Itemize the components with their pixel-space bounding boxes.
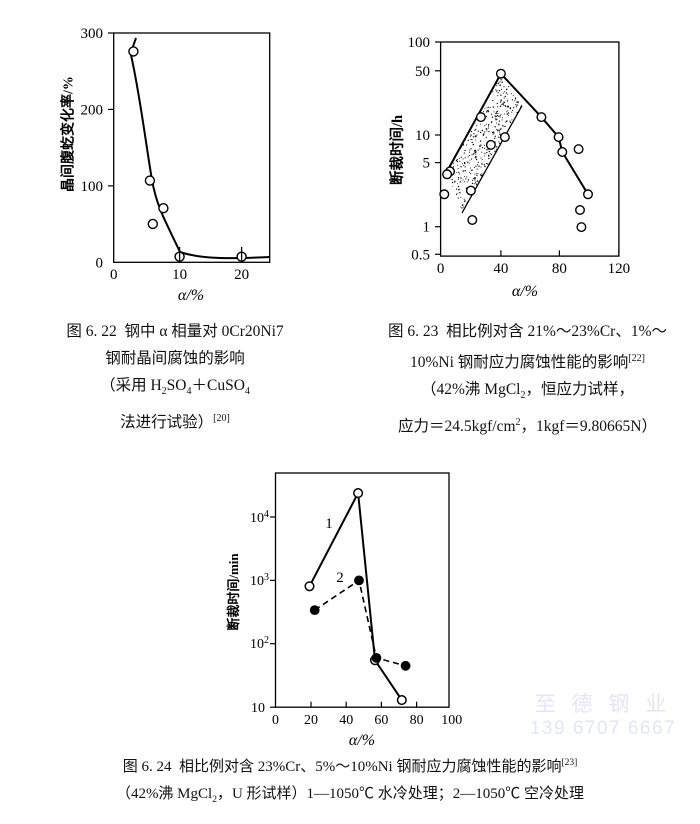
svg-text:断裁时间/h: 断裁时间/h	[388, 115, 406, 185]
svg-text:103: 103	[250, 572, 269, 589]
svg-text:60: 60	[374, 713, 388, 728]
svg-text:300: 300	[81, 26, 104, 42]
svg-text:α/%: α/%	[349, 732, 375, 749]
svg-text:20: 20	[304, 713, 318, 728]
svg-text:2: 2	[336, 570, 344, 586]
svg-text:80: 80	[410, 713, 424, 728]
svg-text:α/%: α/%	[512, 283, 538, 300]
svg-text:5: 5	[423, 156, 431, 172]
svg-text:10: 10	[251, 701, 265, 716]
svg-text:10: 10	[172, 267, 187, 283]
svg-text:104: 104	[250, 509, 269, 526]
svg-text:100: 100	[408, 35, 431, 51]
svg-text:晶间腹虼变化率/%: 晶间腹虼变化率/%	[60, 76, 77, 192]
svg-text:10: 10	[415, 128, 430, 144]
svg-text:1: 1	[423, 220, 431, 236]
svg-text:100: 100	[441, 713, 462, 728]
svg-text:100: 100	[81, 179, 104, 195]
svg-text:40: 40	[339, 713, 353, 728]
svg-text:0.5: 0.5	[411, 247, 430, 263]
svg-text:200: 200	[81, 103, 104, 119]
svg-text:0: 0	[96, 256, 104, 272]
svg-text:50: 50	[415, 64, 430, 80]
svg-text:α/%: α/%	[178, 287, 204, 300]
svg-text:20: 20	[234, 267, 249, 283]
svg-text:40: 40	[493, 261, 508, 277]
svg-text:断裁时间/min: 断裁时间/min	[226, 553, 241, 631]
svg-text:0: 0	[272, 713, 279, 728]
svg-text:102: 102	[250, 635, 269, 652]
svg-text:1: 1	[325, 516, 333, 532]
svg-text:120: 120	[608, 261, 631, 277]
svg-text:0: 0	[437, 261, 445, 277]
svg-text:0: 0	[110, 267, 118, 283]
svg-text:80: 80	[552, 261, 567, 277]
